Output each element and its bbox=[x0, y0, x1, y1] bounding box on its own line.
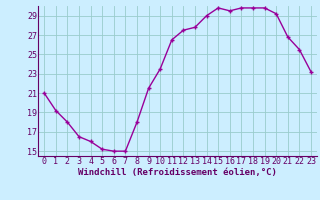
X-axis label: Windchill (Refroidissement éolien,°C): Windchill (Refroidissement éolien,°C) bbox=[78, 168, 277, 177]
